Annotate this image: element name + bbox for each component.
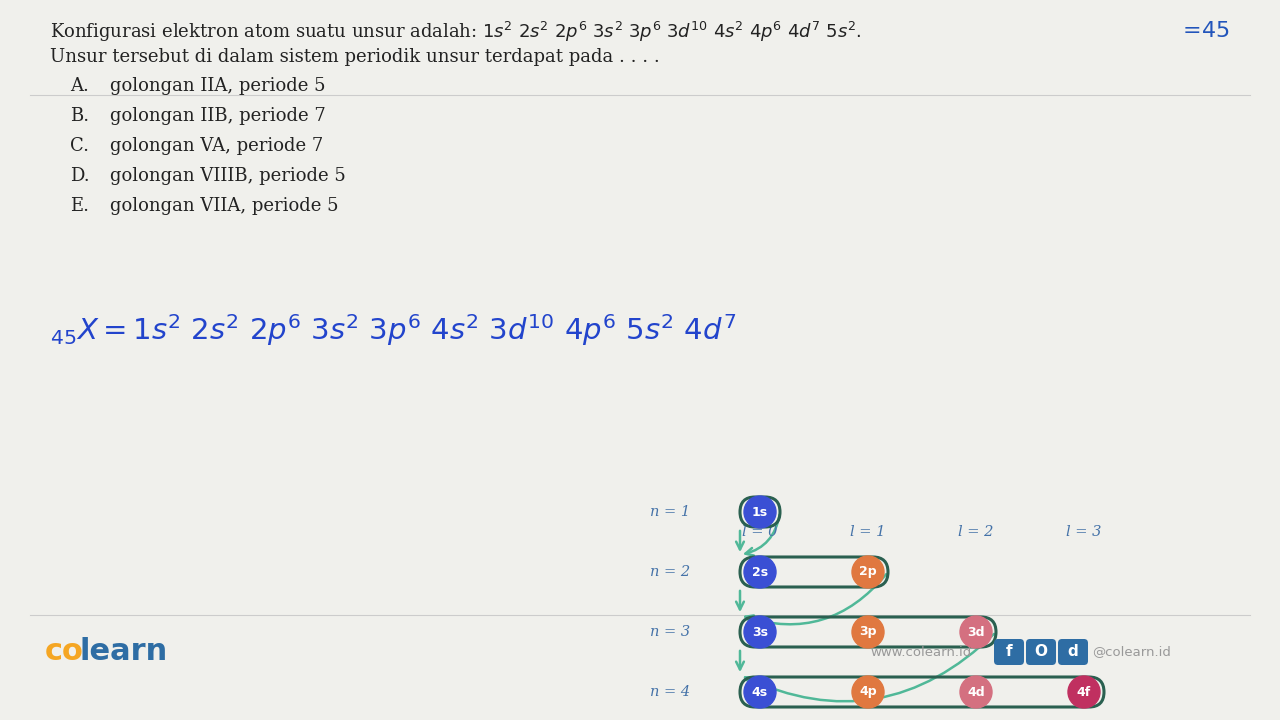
Circle shape <box>744 676 776 708</box>
Text: 3d: 3d <box>968 626 984 639</box>
Circle shape <box>960 616 992 648</box>
Text: B.: B. <box>70 107 90 125</box>
Text: l = 2: l = 2 <box>959 525 993 539</box>
Text: O: O <box>1034 644 1047 660</box>
Text: 4d: 4d <box>968 685 984 698</box>
Text: l = 3: l = 3 <box>1066 525 1102 539</box>
Text: golongan VIIA, periode 5: golongan VIIA, periode 5 <box>110 197 338 215</box>
FancyBboxPatch shape <box>1027 639 1056 665</box>
Text: 2p: 2p <box>859 565 877 578</box>
Text: www.colearn.id: www.colearn.id <box>870 646 972 659</box>
Circle shape <box>744 496 776 528</box>
Circle shape <box>960 676 992 708</box>
Text: Konfigurasi elektron atom suatu unsur adalah: $1s^2\ 2s^2\ 2p^6\ 3s^2\ 3p^6\ 3d^: Konfigurasi elektron atom suatu unsur ad… <box>50 20 861 44</box>
Text: golongan VA, periode 7: golongan VA, periode 7 <box>110 137 324 155</box>
Text: 4p: 4p <box>859 685 877 698</box>
Circle shape <box>852 556 884 588</box>
Text: golongan IIA, periode 5: golongan IIA, periode 5 <box>110 77 325 95</box>
Text: golongan IIB, periode 7: golongan IIB, periode 7 <box>110 107 325 125</box>
Circle shape <box>744 556 776 588</box>
Text: n = 3: n = 3 <box>650 625 690 639</box>
Circle shape <box>852 676 884 708</box>
Text: 4f: 4f <box>1076 685 1091 698</box>
Text: C.: C. <box>70 137 90 155</box>
Text: n = 1: n = 1 <box>650 505 690 519</box>
Text: golongan VIIIB, periode 5: golongan VIIIB, periode 5 <box>110 167 346 185</box>
Text: 4s: 4s <box>751 685 768 698</box>
Text: A.: A. <box>70 77 88 95</box>
Text: E.: E. <box>70 197 90 215</box>
Text: n = 4: n = 4 <box>650 685 690 699</box>
Text: $=\!45$: $=\!45$ <box>1178 20 1230 42</box>
Text: l = 0: l = 0 <box>742 525 778 539</box>
Text: n = 2: n = 2 <box>650 565 690 579</box>
Text: 3s: 3s <box>753 626 768 639</box>
Text: f: f <box>1006 644 1012 660</box>
Text: D.: D. <box>70 167 90 185</box>
Circle shape <box>852 616 884 648</box>
Circle shape <box>744 616 776 648</box>
Text: $_{45}X = 1s^2\ 2s^2\ 2p^6\ 3s^2\ 3p^6\ 4s^2\ 3d^{10}\ 4p^6\ 5s^2\ 4d^7$: $_{45}X = 1s^2\ 2s^2\ 2p^6\ 3s^2\ 3p^6\ … <box>50 312 736 348</box>
Text: l = 1: l = 1 <box>850 525 886 539</box>
Text: 2s: 2s <box>751 565 768 578</box>
FancyBboxPatch shape <box>995 639 1024 665</box>
Text: co: co <box>45 637 84 667</box>
Circle shape <box>1068 676 1100 708</box>
FancyBboxPatch shape <box>1059 639 1088 665</box>
Text: @colearn.id: @colearn.id <box>1092 646 1171 659</box>
Text: Unsur tersebut di dalam sistem periodik unsur terdapat pada . . . .: Unsur tersebut di dalam sistem periodik … <box>50 48 659 66</box>
Text: d: d <box>1068 644 1078 660</box>
Text: 1s: 1s <box>751 505 768 518</box>
Text: learn: learn <box>79 637 168 667</box>
Text: 3p: 3p <box>859 626 877 639</box>
